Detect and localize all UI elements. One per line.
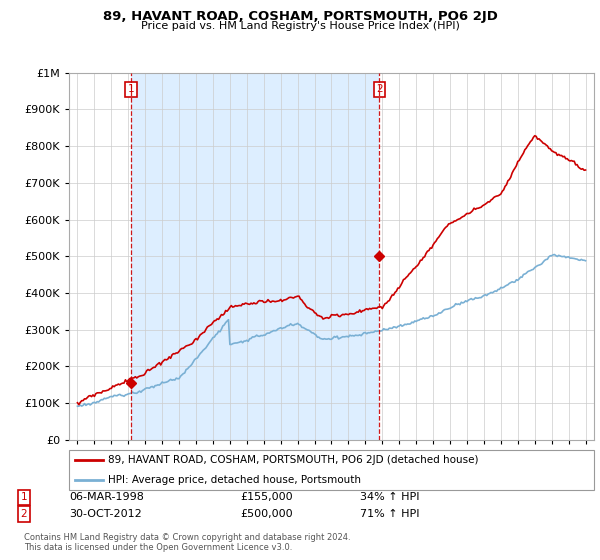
Text: 71% ↑ HPI: 71% ↑ HPI [360, 509, 419, 519]
Text: £155,000: £155,000 [240, 492, 293, 502]
Text: 06-MAR-1998: 06-MAR-1998 [69, 492, 144, 502]
FancyBboxPatch shape [69, 450, 594, 490]
Text: 1: 1 [128, 85, 134, 94]
Text: 34% ↑ HPI: 34% ↑ HPI [360, 492, 419, 502]
Text: £500,000: £500,000 [240, 509, 293, 519]
Text: 30-OCT-2012: 30-OCT-2012 [69, 509, 142, 519]
Bar [131, 73, 379, 440]
Text: Contains HM Land Registry data © Crown copyright and database right 2024.: Contains HM Land Registry data © Crown c… [24, 533, 350, 542]
Text: HPI: Average price, detached house, Portsmouth: HPI: Average price, detached house, Port… [109, 474, 361, 484]
Text: Price paid vs. HM Land Registry's House Price Index (HPI): Price paid vs. HM Land Registry's House … [140, 21, 460, 31]
Text: 89, HAVANT ROAD, COSHAM, PORTSMOUTH, PO6 2JD (detached house): 89, HAVANT ROAD, COSHAM, PORTSMOUTH, PO6… [109, 455, 479, 465]
Text: 89, HAVANT ROAD, COSHAM, PORTSMOUTH, PO6 2JD: 89, HAVANT ROAD, COSHAM, PORTSMOUTH, PO6… [103, 10, 497, 22]
Text: 2: 2 [20, 509, 28, 519]
Text: This data is licensed under the Open Government Licence v3.0.: This data is licensed under the Open Gov… [24, 543, 292, 552]
Text: 2: 2 [376, 85, 383, 94]
Text: 1: 1 [20, 492, 28, 502]
